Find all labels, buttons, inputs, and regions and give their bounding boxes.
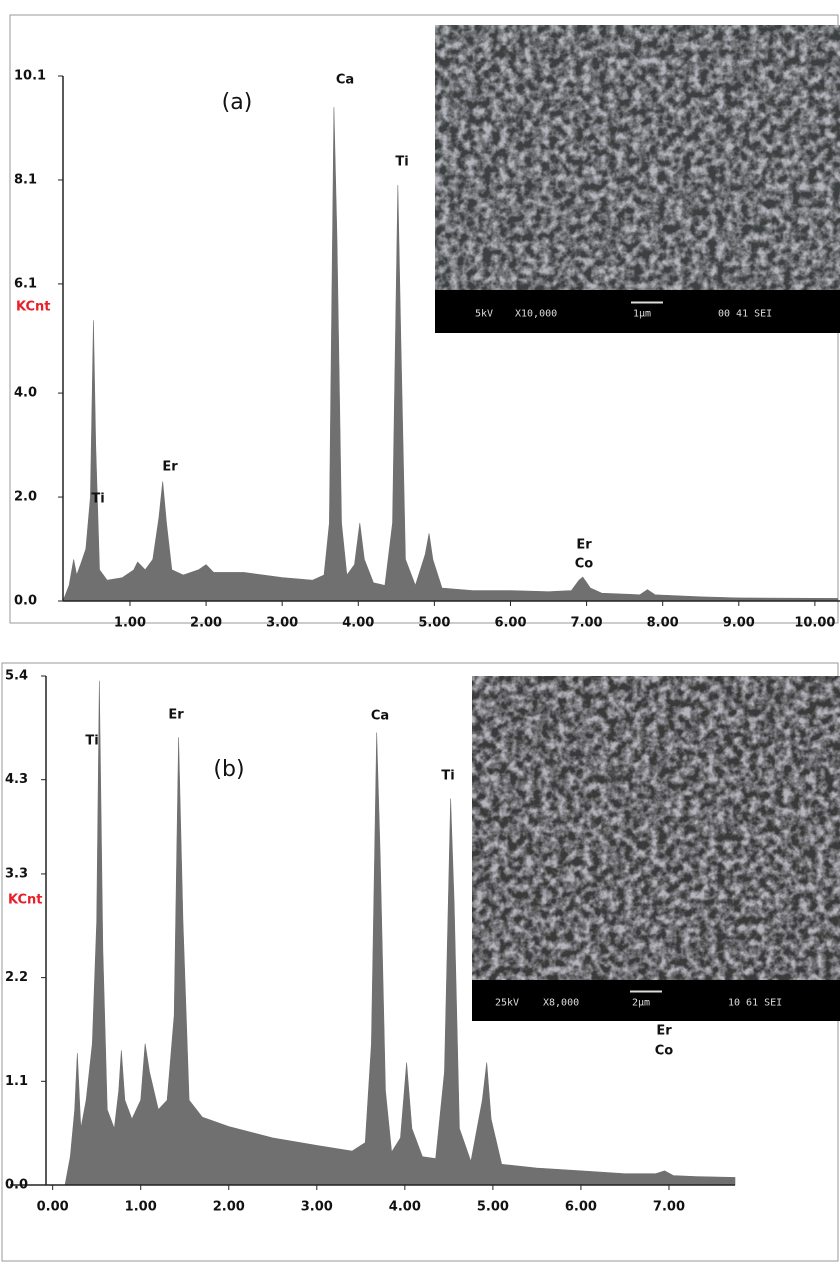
x-tick-label: 5.00 (477, 1200, 509, 1215)
peak-label: Ti (85, 734, 98, 749)
x-tick-label: 4.00 (342, 616, 374, 631)
x-tick-label: 1.00 (125, 1200, 157, 1215)
peak-label: Ti (91, 492, 104, 507)
spectrum (64, 680, 736, 1186)
y-axis-label: KCnt (8, 893, 43, 908)
x-tick-label: 2.00 (190, 616, 222, 631)
x-tick-label: 7.00 (653, 1200, 685, 1215)
peak-label: Er (656, 1024, 672, 1039)
y-tick-label: 2.0 (14, 490, 37, 505)
x-tick-label: 4.00 (389, 1200, 421, 1215)
sem-texture (472, 676, 840, 980)
y-tick-label: 0.0 (5, 1178, 28, 1193)
x-tick-label: 1.00 (114, 616, 146, 631)
y-tick-label: 5.4 (5, 669, 28, 684)
sem-info-text: 00 41 SEI (718, 309, 772, 320)
x-tick-label: 3.00 (301, 1200, 333, 1215)
panel-label: (b) (213, 757, 244, 782)
x-tick-label: 9.00 (723, 616, 755, 631)
peak-label: Er (162, 460, 178, 475)
x-tick-label: 10.00 (794, 616, 835, 631)
y-tick-label: 4.3 (5, 772, 28, 787)
x-tick-label: 5.00 (418, 616, 450, 631)
peak-label: Co (575, 557, 594, 572)
x-tick-label: 7.00 (571, 616, 603, 631)
sem-info-text: 2μm (632, 998, 650, 1009)
sem-info-text: 5kV (475, 309, 493, 320)
sem-info-bar (472, 980, 840, 1021)
peak-label: Er (576, 538, 592, 553)
x-tick-label: 3.00 (266, 616, 298, 631)
sem-info-text: 10 61 SEI (728, 998, 782, 1009)
y-tick-label: 6.1 (14, 276, 37, 291)
x-tick-label: 0.00 (37, 1200, 69, 1215)
sem-info-text: 25kV (495, 998, 519, 1009)
peak-label: Co (655, 1044, 674, 1059)
spectrum (62, 107, 839, 602)
y-axis-label: KCnt (16, 300, 51, 315)
y-tick-label: 2.2 (5, 970, 28, 985)
sem-info-text: X10,000 (515, 309, 557, 320)
y-tick-label: 10.1 (14, 69, 46, 84)
panel-label: (a) (222, 90, 253, 115)
peak-label: Er (168, 708, 184, 723)
peak-label: Ca (336, 73, 354, 88)
y-tick-label: 3.3 (5, 866, 28, 881)
y-tick-label: 8.1 (14, 172, 37, 187)
y-tick-label: 0.0 (14, 594, 37, 609)
peak-label: Ca (371, 709, 389, 724)
sem-info-bar (435, 290, 840, 333)
x-tick-label: 6.00 (494, 616, 526, 631)
sem-info-text: X8,000 (543, 998, 579, 1009)
peak-label: Ti (441, 769, 454, 784)
x-tick-label: 8.00 (647, 616, 679, 631)
sem-texture (435, 25, 840, 290)
x-tick-label: 2.00 (213, 1200, 245, 1215)
x-tick-label: 6.00 (565, 1200, 597, 1215)
y-tick-label: 4.0 (14, 386, 37, 401)
sem-info-text: 1μm (633, 309, 651, 320)
y-tick-label: 1.1 (5, 1074, 28, 1089)
peak-label: Ti (395, 155, 408, 170)
